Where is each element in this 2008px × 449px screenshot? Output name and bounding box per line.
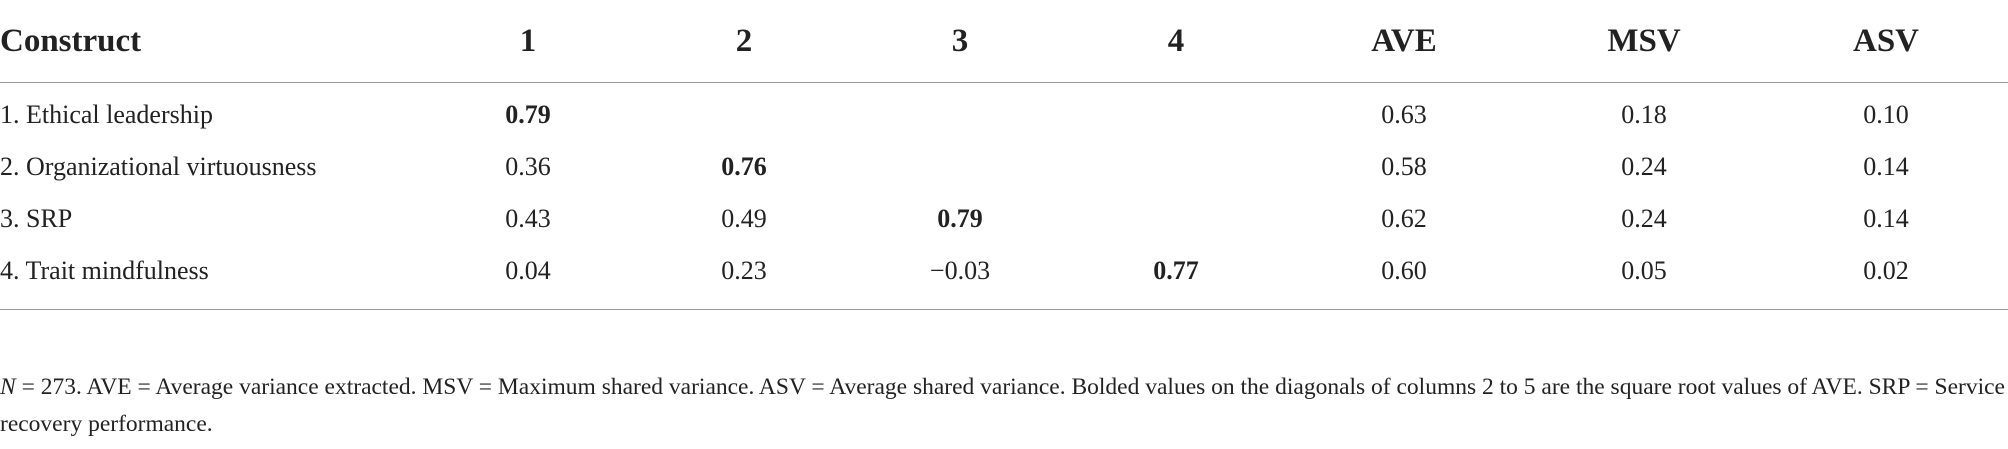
cell-asv: 0.10 (1863, 100, 1909, 129)
table-row: 1. Ethical leadership 0.79 0.63 0.18 0.1… (0, 83, 2008, 142)
table-row: 4. Trait mindfulness 0.04 0.23 −0.03 0.7… (0, 245, 2008, 310)
header-col-2: 2 (735, 22, 753, 59)
row-construct: 4. Trait mindfulness (0, 256, 209, 285)
header-construct: Construct (0, 22, 142, 59)
cell-msv: 0.24 (1621, 204, 1667, 233)
header-col-3: 3 (951, 22, 969, 59)
cell-correlation: 0.49 (721, 204, 767, 233)
cell-asv: 0.02 (1863, 256, 1909, 285)
cell-ave: 0.60 (1381, 256, 1427, 285)
correlation-table-container: Construct 1 2 3 4 AVE MSV ASV 1. Ethical… (0, 0, 2008, 310)
header-col-1: 1 (519, 22, 537, 59)
row-construct: 3. SRP (0, 204, 73, 233)
cell-empty (636, 83, 852, 142)
cell-asv: 0.14 (1863, 152, 1909, 181)
cell-msv: 0.05 (1621, 256, 1667, 285)
table-row: 3. SRP 0.43 0.49 0.79 0.62 0.24 0.14 (0, 193, 2008, 245)
cell-asv: 0.14 (1863, 204, 1909, 233)
table-footnote: N = 273. AVE = Average variance extracte… (0, 369, 2008, 443)
cell-ave: 0.58 (1381, 152, 1427, 181)
cell-correlation: 0.36 (505, 152, 551, 181)
table-header-row: Construct 1 2 3 4 AVE MSV ASV (0, 0, 2008, 83)
cell-ave: 0.63 (1381, 100, 1427, 129)
cell-diagonal: 0.76 (721, 152, 767, 181)
cell-empty (1068, 141, 1284, 193)
cell-empty (1068, 193, 1284, 245)
footnote-text: = 273. AVE = Average variance extracted.… (0, 374, 2005, 437)
row-construct: 1. Ethical leadership (0, 100, 213, 129)
header-msv: MSV (1607, 22, 1681, 59)
cell-ave: 0.62 (1381, 204, 1427, 233)
cell-correlation: 0.43 (505, 204, 551, 233)
cell-empty (1068, 83, 1284, 142)
cell-correlation: 0.04 (505, 256, 551, 285)
cell-diagonal: 0.79 (937, 204, 983, 233)
cell-correlation: 0.23 (721, 256, 767, 285)
cell-diagonal: 0.79 (505, 100, 551, 129)
footnote-n-label: N (0, 374, 16, 400)
cell-msv: 0.18 (1621, 100, 1667, 129)
correlation-table: Construct 1 2 3 4 AVE MSV ASV 1. Ethical… (0, 0, 2008, 310)
header-ave: AVE (1371, 22, 1437, 59)
header-col-4: 4 (1167, 22, 1185, 59)
cell-correlation: −0.03 (929, 256, 991, 285)
cell-diagonal: 0.77 (1153, 256, 1199, 285)
cell-empty (852, 141, 1068, 193)
row-construct: 2. Organizational virtuousness (0, 152, 317, 181)
table-row: 2. Organizational virtuousness 0.36 0.76… (0, 141, 2008, 193)
header-asv: ASV (1852, 22, 1920, 59)
cell-empty (852, 83, 1068, 142)
cell-msv: 0.24 (1621, 152, 1667, 181)
